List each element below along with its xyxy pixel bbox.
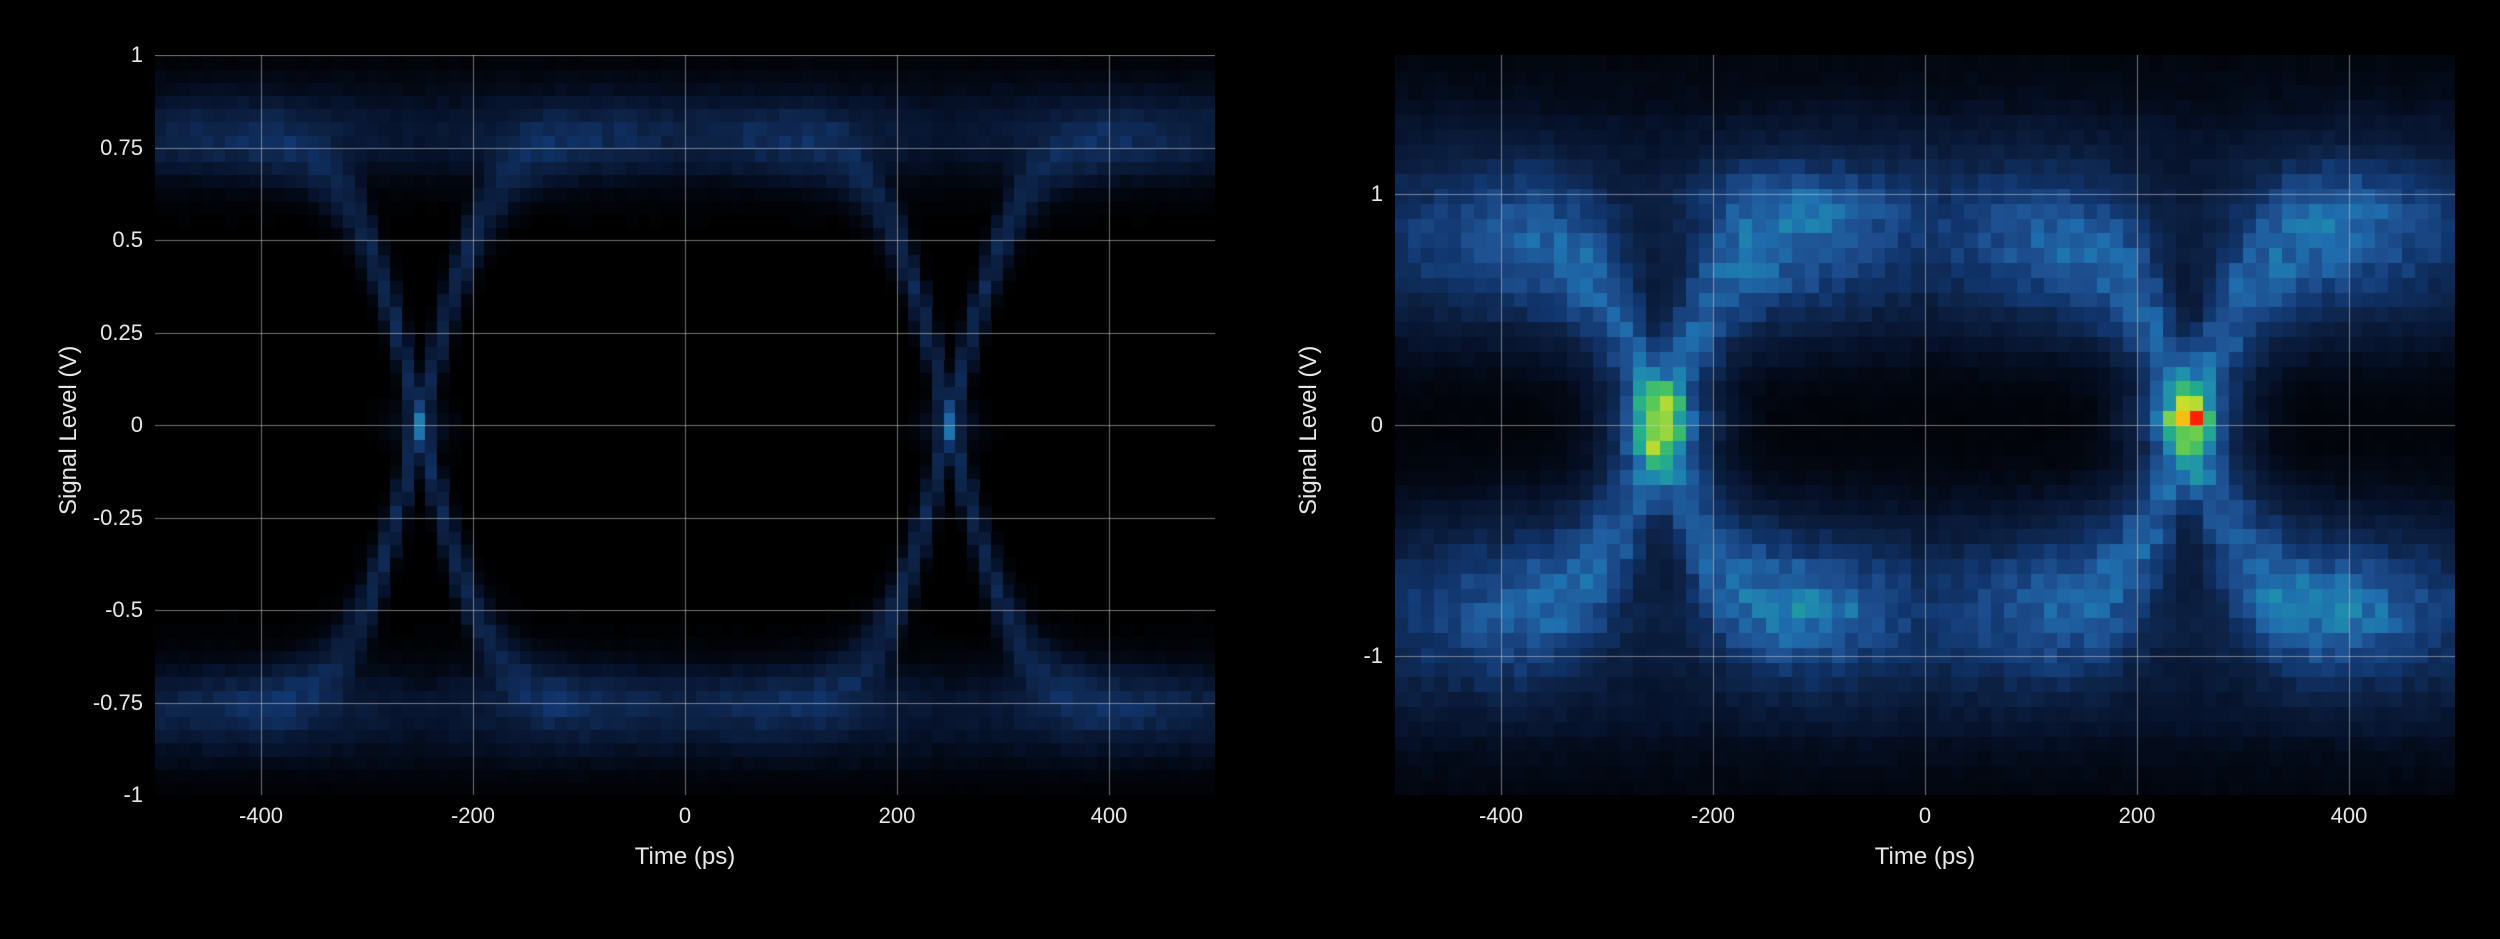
heatmap-canvas-left xyxy=(155,55,1215,795)
heatmap-canvas-right xyxy=(1395,55,2455,795)
y-tick: 1 xyxy=(131,42,143,68)
y-tick: 0 xyxy=(131,412,143,438)
x-tick: 0 xyxy=(1919,803,1931,829)
y-axis-label-left: Signal Level (V) xyxy=(55,346,83,515)
eye-diagram-right xyxy=(1395,55,2455,795)
y-tick: 0.25 xyxy=(100,320,143,346)
x-tick: -200 xyxy=(451,803,495,829)
y-tick: 0.5 xyxy=(112,227,143,253)
x-tick: -200 xyxy=(1691,803,1735,829)
y-tick: -1 xyxy=(123,782,143,808)
y-tick: -1 xyxy=(1363,643,1383,669)
y-tick: 1 xyxy=(1371,181,1383,207)
x-tick: 400 xyxy=(2331,803,2368,829)
y-tick: -0.75 xyxy=(93,690,143,716)
x-tick: 400 xyxy=(1091,803,1128,829)
y-tick: 0.75 xyxy=(100,135,143,161)
x-tick: 200 xyxy=(879,803,916,829)
x-axis-label-left: Time (ps) xyxy=(635,843,735,915)
y-tick: -0.5 xyxy=(105,597,143,623)
x-tick: -400 xyxy=(239,803,283,829)
x-tick: 0 xyxy=(679,803,691,829)
y-tick: 0 xyxy=(1371,412,1383,438)
y-axis-label-right: Signal Level (V) xyxy=(1295,346,1323,515)
x-axis-label-right: Time (ps) xyxy=(1875,843,1975,915)
y-tick: -0.25 xyxy=(93,505,143,531)
x-tick: 200 xyxy=(2119,803,2156,829)
x-tick: -400 xyxy=(1479,803,1523,829)
eye-diagram-left xyxy=(155,55,1215,795)
